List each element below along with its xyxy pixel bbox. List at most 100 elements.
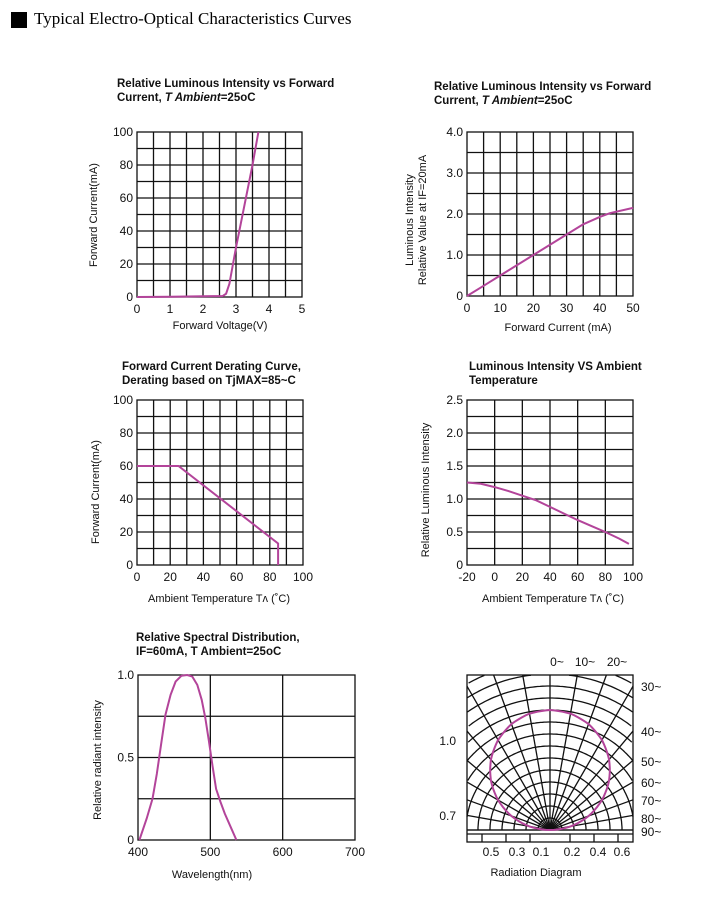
chart-title-italic: T Ambient — [165, 92, 222, 104]
y-axis-label: Relative Luminous Intensity — [420, 422, 432, 557]
y-tick-label: 80 — [120, 426, 134, 440]
x-tick-label: 0 — [491, 570, 498, 584]
x-tick-label: 40 — [593, 301, 607, 315]
y-tick-label: 0 — [456, 558, 463, 572]
y-tick-label: 1.0 — [117, 668, 134, 682]
x-tick-label: 0 — [134, 302, 141, 316]
data-series-line — [137, 465, 280, 565]
x-tick-label: 50 — [626, 301, 640, 315]
x-axis-label: Forward Current (mA) — [505, 322, 612, 334]
chart-1: Relative Luminous Intensity vs Forward Cu… — [404, 81, 651, 334]
x-tick-label: 20 — [516, 570, 530, 584]
y-tick-label: 2.0 — [446, 207, 463, 221]
y-axis-label: Relative Value at IF=20mA — [417, 154, 429, 285]
x-tick-label: 700 — [345, 845, 365, 859]
chart-title-line-2: Temperature — [469, 375, 538, 387]
y-tick-label: 100 — [113, 125, 133, 139]
x-tick-label: 2 — [200, 302, 207, 316]
bottom-scale-label: 0.4 — [590, 845, 607, 859]
y-tick-label: 20 — [120, 525, 134, 539]
bottom-scale-label: 0.6 — [614, 845, 631, 859]
chart-title-line-2: IF=60mA, T Ambient=25oC — [136, 646, 281, 658]
y-tick-label: 0 — [127, 833, 134, 847]
x-tick-label: 30 — [560, 301, 574, 315]
polar-ray — [466, 799, 551, 831]
bottom-scale-label: 0.2 — [564, 845, 581, 859]
polar-ray — [549, 685, 634, 831]
polar-arc — [615, 674, 632, 684]
x-tick-label: 3 — [233, 302, 240, 316]
chart-title-line-1: Relative Spectral Distribution, — [136, 632, 300, 644]
chart-2: Forward Current Derating Curve, Derating … — [90, 361, 313, 605]
chart-title-line-2: Derating based on TjMAX=85~C — [122, 375, 296, 387]
angle-label: 90~ — [641, 825, 661, 839]
y-tick-label: 0.5 — [117, 751, 134, 765]
diagram-caption: Radiation Diagram — [490, 867, 581, 879]
y-tick-label: 60 — [120, 191, 134, 205]
y-tick-label: 3.0 — [446, 166, 463, 180]
x-axis-label: Ambient Temperature Tʌ (˚C) — [482, 593, 624, 605]
chart-title-italic: T Ambient — [482, 95, 539, 107]
polar-ray — [549, 781, 634, 831]
polar-ray — [492, 674, 551, 831]
x-tick-label: 100 — [293, 570, 313, 584]
y-tick-label: 60 — [120, 459, 134, 473]
header-bullet-square — [11, 12, 27, 28]
y-tick-label: 1.0 — [446, 492, 463, 506]
chart-title-line-1: Luminous Intensity VS Ambient — [469, 361, 642, 373]
polar-arc — [466, 674, 532, 699]
x-tick-label: 5 — [299, 302, 306, 316]
y-axis-label: Relative radiant intensity — [92, 700, 104, 820]
x-tick-label: 40 — [543, 570, 557, 584]
x-tick-label: 80 — [599, 570, 613, 584]
bottom-scale-label: 0.5 — [483, 845, 500, 859]
x-tick-label: 20 — [164, 570, 178, 584]
page-title: Typical Electro-Optical Characteristics … — [34, 9, 352, 28]
polar-ray — [549, 730, 634, 831]
angle-label: 50~ — [641, 755, 661, 769]
y-tick-label: 1.5 — [446, 459, 463, 473]
chart-title-line-2: Current, T Ambient=25oC — [434, 95, 573, 107]
radius-label: 0.7 — [439, 809, 456, 823]
chart-title-part: Current, — [117, 92, 165, 104]
x-tick-label: 60 — [230, 570, 244, 584]
angle-label: 80~ — [641, 812, 661, 826]
chart-title-part: Current, — [434, 95, 482, 107]
polar-ray — [522, 674, 551, 831]
x-axis-label: Ambient Temperature Tʌ (˚C) — [148, 593, 290, 605]
polar-arc — [468, 674, 485, 684]
polar-ray — [466, 685, 551, 831]
radius-label: 1.0 — [439, 734, 456, 748]
polar-ray — [549, 674, 578, 831]
x-tick-label: 0 — [134, 570, 141, 584]
data-series-line — [138, 673, 238, 841]
chart-title-line-1: Relative Luminous Intensity vs Forward — [117, 78, 334, 90]
x-axis-label: Wavelength(nm) — [172, 869, 252, 881]
x-tick-label: 20 — [527, 301, 541, 315]
y-tick-label: 1.0 — [446, 248, 463, 262]
angle-label: 70~ — [641, 794, 661, 808]
x-tick-label: 500 — [200, 845, 220, 859]
x-tick-label: 600 — [273, 845, 293, 859]
polar-ray — [549, 674, 608, 831]
polar-ray — [466, 730, 551, 831]
polar-ray — [466, 759, 551, 831]
angle-label: 40~ — [641, 725, 661, 739]
y-axis-label: Forward Current(mA) — [88, 163, 100, 267]
x-tick-label: 40 — [197, 570, 211, 584]
data-series-line — [466, 481, 630, 545]
chart-title-line-2: Current, T Ambient=25oC — [117, 92, 256, 104]
angle-label: 20~ — [607, 655, 627, 669]
y-tick-label: 100 — [113, 393, 133, 407]
y-tick-label: 40 — [120, 492, 134, 506]
x-axis-label: Forward Voltage(V) — [173, 320, 268, 332]
polar-arc — [568, 674, 634, 699]
angle-label: 60~ — [641, 776, 661, 790]
chart-3: Luminous Intensity VS Ambient Temperature… — [420, 361, 643, 605]
y-tick-label: 4.0 — [446, 125, 463, 139]
angle-label: 30~ — [641, 680, 661, 694]
x-tick-label: 4 — [266, 302, 273, 316]
chart-4: Relative Spectral Distribution, IF=60mA, … — [92, 632, 365, 881]
x-tick-label: 400 — [128, 845, 148, 859]
